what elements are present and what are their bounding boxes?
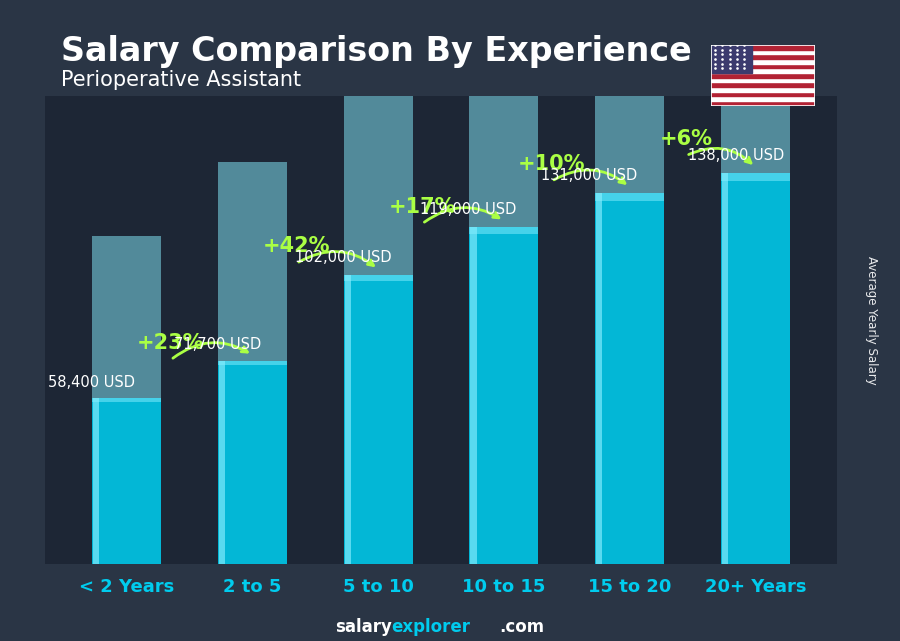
Text: 58,400 USD: 58,400 USD [48,375,135,390]
Bar [344,275,413,564]
Bar [218,361,287,564]
Text: +6%: +6% [660,129,713,149]
Bar [711,78,814,82]
Bar [92,399,161,564]
Text: 138,000 USD: 138,000 USD [688,148,785,163]
Bar [721,172,790,564]
Bar [711,45,752,73]
Bar [345,275,351,564]
Text: salary: salary [335,618,392,636]
Text: 71,700 USD: 71,700 USD [174,337,261,352]
Bar [711,45,814,49]
Text: Average Yearly Salary: Average Yearly Salary [865,256,878,385]
Bar [92,237,161,402]
Text: +17%: +17% [389,197,456,217]
Text: explorer: explorer [392,618,471,636]
Bar [711,92,814,96]
Bar [711,69,814,73]
Text: +42%: +42% [263,237,330,256]
Bar [218,162,287,365]
Bar [722,172,728,564]
Bar [344,0,413,281]
Text: 131,000 USD: 131,000 USD [541,168,637,183]
Text: 119,000 USD: 119,000 USD [420,202,517,217]
Bar [711,101,814,106]
Text: .com: .com [500,618,544,636]
Text: +23%: +23% [137,333,204,353]
Bar [596,192,602,564]
Bar [711,87,814,92]
Bar [595,0,664,201]
Bar [711,73,814,78]
Text: 102,000 USD: 102,000 USD [294,250,392,265]
Bar [721,0,790,181]
Bar [94,399,99,564]
Bar [219,361,225,564]
Text: Perioperative Assistant: Perioperative Assistant [61,71,301,90]
Bar [711,63,814,69]
Bar [711,54,814,59]
Bar [469,0,538,234]
Text: +10%: +10% [518,154,585,174]
Bar [471,227,476,564]
Bar [711,96,814,101]
Bar [711,59,814,63]
Bar [711,49,814,54]
Text: Salary Comparison By Experience: Salary Comparison By Experience [61,35,691,69]
Bar [595,192,664,564]
Bar [711,82,814,87]
Bar [469,227,538,564]
